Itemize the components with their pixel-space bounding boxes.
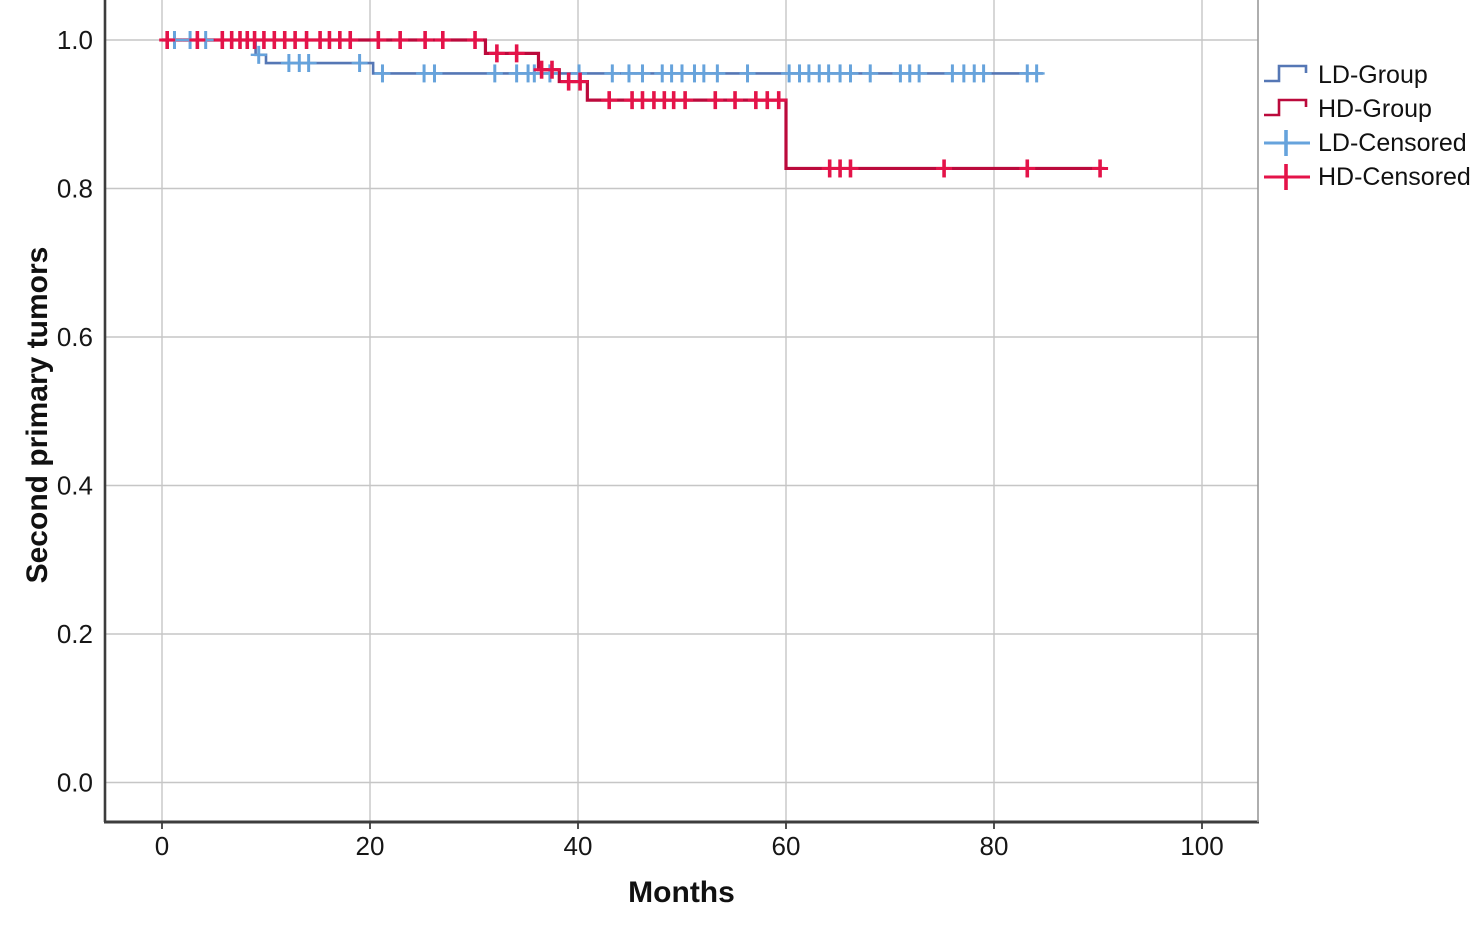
hd-censored-plus-icon — [1264, 164, 1310, 190]
legend: LD-Group HD-Group LD-Censored HD-Censore… — [1262, 60, 1471, 192]
svg-text:0: 0 — [155, 831, 169, 861]
svg-text:20: 20 — [356, 831, 385, 861]
svg-text:40: 40 — [564, 831, 593, 861]
svg-text:0.2: 0.2 — [57, 619, 93, 649]
svg-text:0.4: 0.4 — [57, 471, 93, 501]
svg-text:0.0: 0.0 — [57, 768, 93, 798]
legend-entry-ld-group: LD-Group — [1262, 60, 1471, 90]
x-axis-title: Months — [628, 876, 735, 909]
svg-text:0.6: 0.6 — [57, 322, 93, 352]
ld-group-step-line-icon — [1264, 64, 1308, 83]
legend-label: LD-Censored — [1318, 129, 1467, 157]
svg-text:60: 60 — [772, 831, 801, 861]
svg-text:100: 100 — [1180, 831, 1223, 861]
legend-label: LD-Group — [1318, 61, 1428, 89]
y-axis-title: Second primary tumors — [21, 246, 54, 584]
svg-text:0.8: 0.8 — [57, 174, 93, 204]
legend-label: HD-Censored — [1318, 163, 1471, 191]
hd-group-step-line-icon — [1264, 98, 1308, 117]
legend-entry-hd-censored: HD-Censored — [1262, 162, 1471, 192]
legend-label: HD-Group — [1318, 95, 1432, 123]
ld-censored-plus-icon — [1264, 130, 1310, 156]
svg-text:80: 80 — [980, 831, 1009, 861]
legend-entry-ld-censored: LD-Censored — [1262, 128, 1471, 158]
svg-text:1.0: 1.0 — [57, 25, 93, 55]
legend-entry-hd-group: HD-Group — [1262, 94, 1471, 124]
